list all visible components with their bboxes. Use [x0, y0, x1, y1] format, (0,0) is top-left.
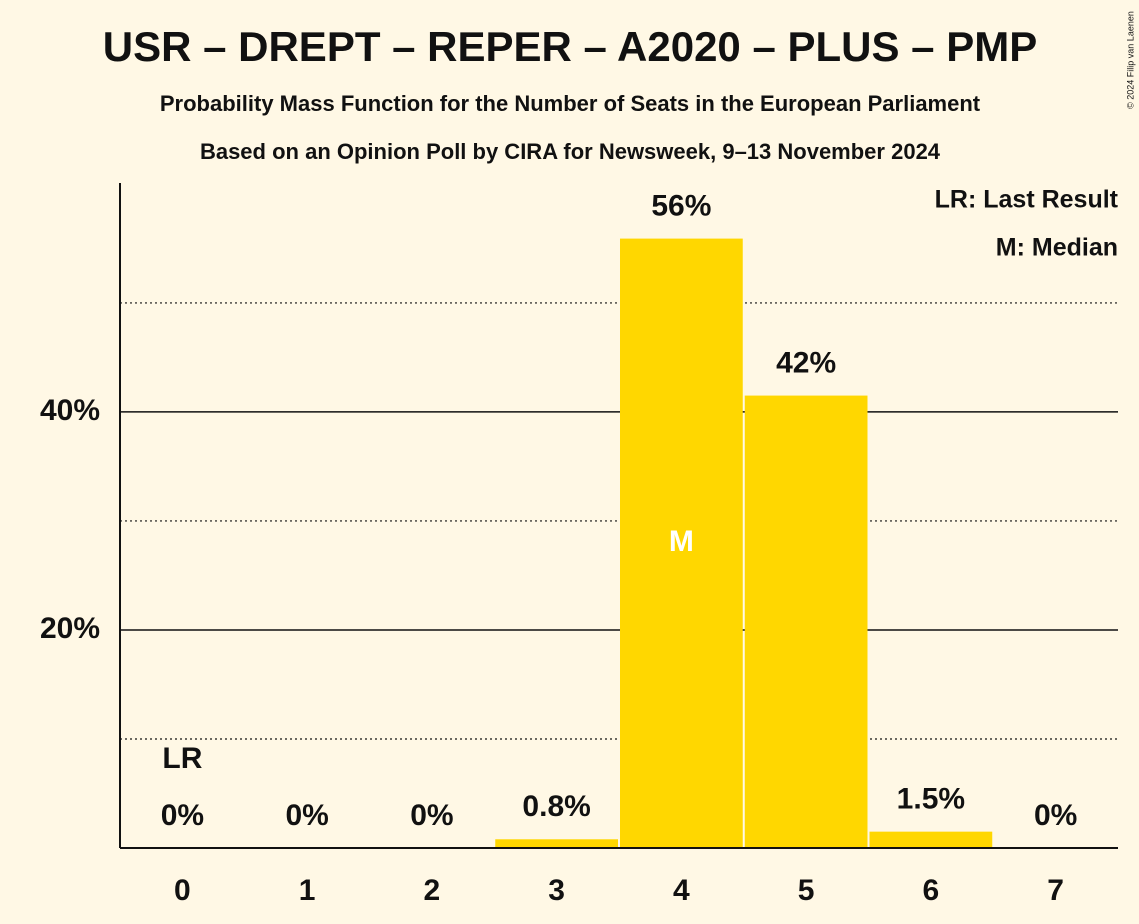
value-label: 0%: [1034, 799, 1077, 832]
bar: [869, 831, 993, 848]
copyright: © 2024 Filip van Laenen: [1125, 11, 1135, 109]
legend-entry: LR: Last Result: [935, 186, 1119, 214]
value-label: 42%: [776, 347, 836, 380]
chart-title: USR – DREPT – REPER – A2020 – PLUS – PMP: [103, 23, 1037, 70]
x-tick-label: 0: [174, 874, 191, 907]
legend-entry: M: Median: [996, 234, 1118, 262]
value-label: 56%: [651, 190, 711, 223]
x-tick-label: 6: [923, 874, 940, 907]
chart-subtitle: Based on an Opinion Poll by CIRA for New…: [200, 139, 941, 164]
bar: [744, 395, 868, 848]
x-tick-label: 5: [798, 874, 815, 907]
marker-label: M: [669, 525, 694, 558]
bar: [495, 839, 618, 848]
bar: [620, 238, 743, 848]
x-tick-label: 2: [424, 874, 441, 907]
x-tick-label: 3: [548, 874, 565, 907]
marker-label: LR: [162, 742, 202, 775]
x-tick-label: 4: [673, 874, 690, 907]
x-tick-label: 1: [299, 874, 316, 907]
y-tick-label: 20%: [40, 612, 100, 645]
chart-subtitle: Probability Mass Function for the Number…: [160, 91, 981, 116]
y-tick-label: 40%: [40, 394, 100, 427]
value-label: 0%: [285, 799, 328, 832]
value-label: 1.5%: [897, 783, 965, 816]
value-label: 0%: [161, 799, 204, 832]
value-label: 0.8%: [522, 790, 590, 823]
x-tick-label: 7: [1047, 874, 1064, 907]
value-label: 0%: [410, 799, 453, 832]
